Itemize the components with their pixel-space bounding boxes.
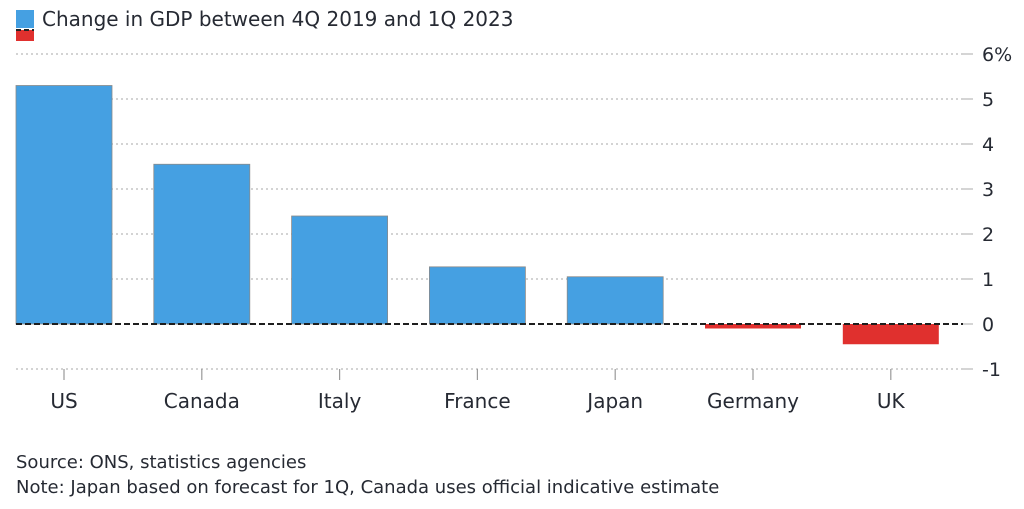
x-tick-label-uk: UK [877, 389, 906, 413]
source-note: Source: ONS, statistics agencies [16, 452, 307, 473]
y-tick-label: 4 [982, 134, 994, 156]
x-tick-label-germany: Germany [707, 389, 799, 413]
y-tick-label: -1 [982, 359, 1001, 381]
x-tick-label-italy: Italy [318, 389, 362, 413]
legend: Change in GDP between 4Q 2019 and 1Q 202… [16, 7, 513, 41]
x-axis: US Canada Italy France Japan Germany UK [50, 369, 906, 413]
bar-canada [153, 163, 251, 325]
bar-italy [291, 215, 389, 325]
y-tick-label: 2 [982, 224, 994, 246]
x-tick-label-us: US [50, 389, 77, 413]
x-tick-label-canada: Canada [164, 389, 240, 413]
bar-uk [842, 324, 939, 345]
bar-japan [566, 276, 664, 325]
y-tick-label: 6% [982, 44, 1012, 66]
y-tick-label: 5 [982, 89, 994, 111]
bar-germany [705, 324, 801, 329]
y-tick-label: 0 [982, 314, 994, 336]
y-tick-label: 1 [982, 269, 994, 291]
legend-label: Change in GDP between 4Q 2019 and 1Q 202… [42, 7, 513, 31]
bars [15, 85, 963, 345]
y-tick-label: 3 [982, 179, 994, 201]
bar-france [428, 266, 526, 325]
y-axis: 6% 5 4 3 2 1 0 -1 [963, 44, 1012, 381]
footnote: Note: Japan based on forecast for 1Q, Ca… [16, 477, 720, 498]
x-tick-label-japan: Japan [585, 389, 643, 413]
legend-swatch-positive [16, 10, 34, 28]
x-tick-label-france: France [444, 389, 511, 413]
bar-us [15, 85, 113, 325]
gdp-bar-chart: Change in GDP between 4Q 2019 and 1Q 202… [15, 7, 1012, 413]
legend-swatch-negative [16, 30, 34, 41]
